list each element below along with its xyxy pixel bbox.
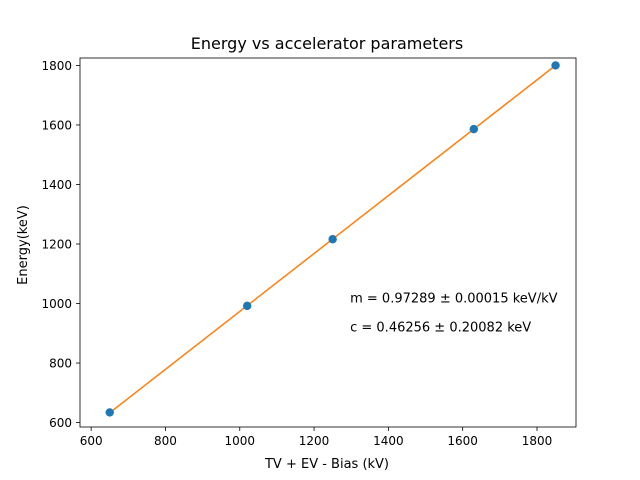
intercept-annotation: c = 0.46256 ± 0.20082 keV xyxy=(350,320,531,335)
y-tick-label: 600 xyxy=(49,416,72,430)
x-tick-label: 1200 xyxy=(299,434,330,448)
y-tick-label: 1000 xyxy=(41,297,72,311)
data-point xyxy=(551,61,560,70)
plot-frame xyxy=(79,57,577,428)
slope-annotation: m = 0.97289 ± 0.00015 keV/kV xyxy=(350,292,557,307)
y-tick-label: 800 xyxy=(49,357,72,371)
chart-title: Energy vs accelerator parameters xyxy=(191,34,463,53)
x-tick-label: 1800 xyxy=(522,434,553,448)
x-tick-label: 800 xyxy=(154,434,177,448)
x-tick-label: 600 xyxy=(80,434,103,448)
data-point xyxy=(242,301,252,311)
x-tick-label: 1600 xyxy=(447,434,478,448)
plot-area: 600 800 1000 1200 1400 1600 1800 600 800 1000 1200… xyxy=(41,57,577,448)
x-tick-label: 1000 xyxy=(224,434,255,448)
data-point xyxy=(105,408,114,417)
data-point xyxy=(328,235,337,244)
data-point xyxy=(469,124,479,134)
y-tick-label: 1800 xyxy=(41,59,72,73)
y-axis-label: Energy(keV) xyxy=(16,205,31,285)
x-tick-label: 1400 xyxy=(373,434,404,448)
x-axis-label: TV + EV - Bias (kV) xyxy=(264,457,389,472)
y-tick-label: 1400 xyxy=(41,178,72,192)
y-tick-label: 1600 xyxy=(41,118,72,132)
y-tick-label: 1200 xyxy=(41,237,72,251)
